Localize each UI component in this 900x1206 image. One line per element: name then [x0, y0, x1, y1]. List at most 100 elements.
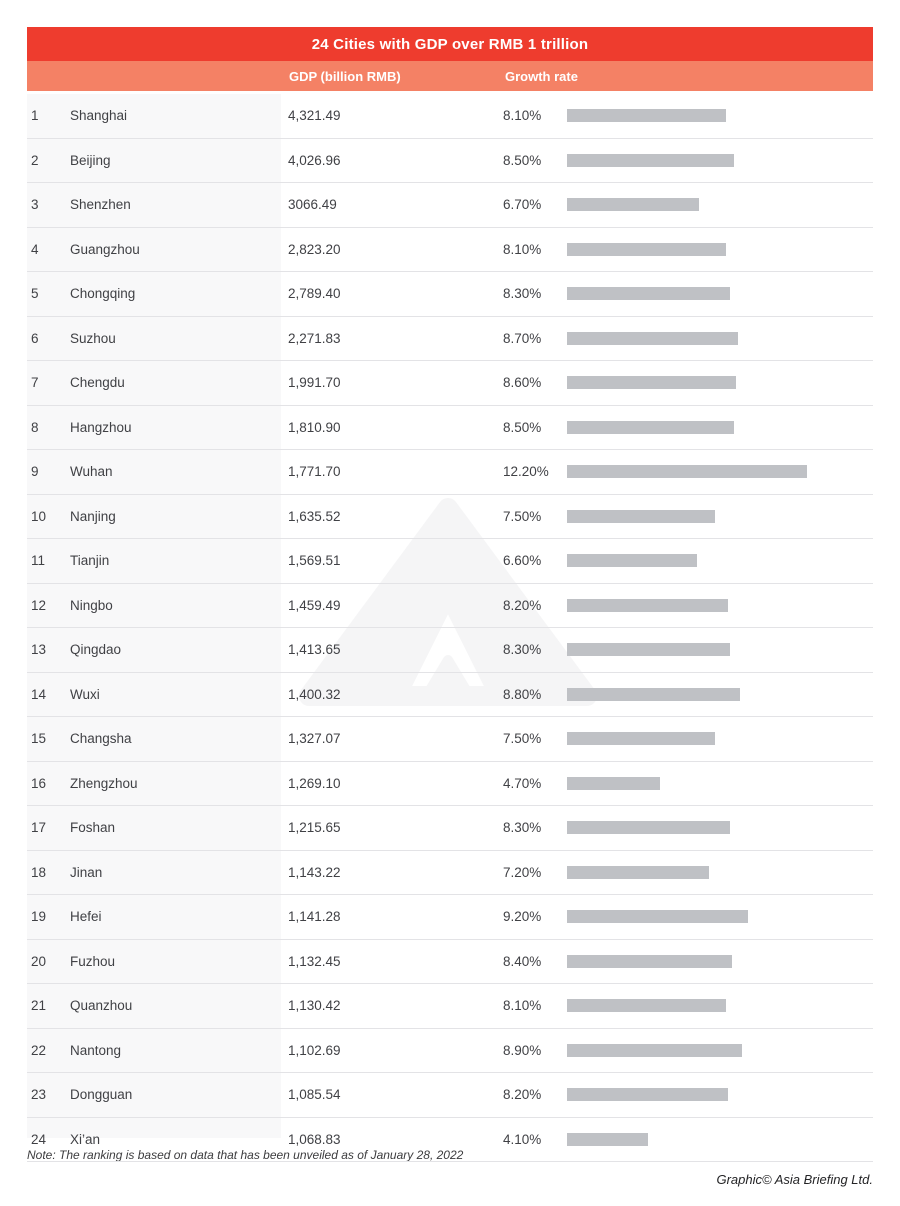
rank-label: 23 [31, 1087, 47, 1103]
growth-bar [567, 865, 709, 879]
growth-bar [567, 954, 733, 968]
city-label: Ningbo [70, 597, 113, 613]
growth-rate-value: 8.60% [503, 375, 542, 391]
city-label: Xi’an [70, 1131, 101, 1147]
gdp-value: 1,068.83 [288, 1131, 341, 1147]
table-row: 13 Qingdao 1,413.65 8.30% [27, 628, 873, 673]
gdp-value: 1,132.45 [288, 953, 341, 969]
table-row: 17 Foshan 1,215.65 8.30% [27, 806, 873, 851]
growth-rate-value: 4.10% [503, 1131, 542, 1147]
city-label: Hefei [70, 909, 102, 925]
growth-bar [567, 910, 748, 924]
table-row: 12 Ningbo 1,459.49 8.20% [27, 584, 873, 628]
gdp-value: 1,327.07 [288, 731, 341, 747]
growth-bar [567, 999, 727, 1013]
table-row: 7 Chengdu 1,991.70 8.60% [27, 361, 873, 406]
city-label: Nanjing [70, 508, 116, 524]
gdp-value: 1,810.90 [288, 419, 341, 435]
rank-label: 22 [31, 1042, 47, 1058]
city-label: Foshan [70, 820, 116, 836]
growth-rate-value: 8.30% [503, 286, 542, 302]
city-label: Shenzhen [70, 197, 131, 213]
growth-bar [567, 420, 735, 434]
gdp-value: 1,569.51 [288, 553, 341, 569]
gdp-value: 1,130.42 [288, 998, 341, 1014]
growth-rate-value: 8.10% [503, 998, 542, 1014]
city-column-background [27, 94, 281, 1138]
growth-rate-value: 8.50% [503, 152, 542, 168]
city-label: Changsha [70, 731, 132, 747]
city-label: Qingdao [70, 642, 122, 658]
rank-label: 14 [31, 686, 47, 702]
rank-label: 19 [31, 909, 47, 925]
growth-rate-value: 7.50% [503, 731, 542, 747]
table-row: 15 Changsha 1,327.07 7.50% [27, 717, 873, 762]
rank-label: 6 [31, 330, 39, 346]
table-row: 4 Guangzhou 2,823.20 8.10% [27, 228, 873, 272]
gdp-value: 4,026.96 [288, 152, 341, 168]
table-row: 8 Hangzhou 1,810.90 8.50% [27, 406, 873, 450]
growth-bar [567, 287, 731, 301]
growth-rate-value: 8.70% [503, 330, 542, 346]
footnote: Note: The ranking is based on data that … [27, 1148, 464, 1162]
table-row: 16 Zhengzhou 1,269.10 4.70% [27, 762, 873, 806]
growth-bar [567, 821, 731, 835]
gdp-value: 1,085.54 [288, 1087, 341, 1103]
gdp-value: 1,413.65 [288, 642, 341, 658]
table-row: 22 Nantong 1,102.69 8.90% [27, 1029, 873, 1073]
city-label: Guangzhou [70, 241, 140, 257]
rank-label: 15 [31, 731, 47, 747]
rank-label: 1 [31, 108, 39, 124]
column-header-bar: GDP (billion RMB) Growth rate [27, 61, 873, 91]
city-label: Fuzhou [70, 953, 116, 969]
growth-rate-value: 9.20% [503, 909, 542, 925]
table-row: 5 Chongqing 2,789.40 8.30% [27, 272, 873, 317]
gdp-value: 1,269.10 [288, 775, 341, 791]
city-label: Shanghai [70, 108, 128, 124]
growth-rate-value: 7.50% [503, 508, 542, 524]
city-label: Zhengzhou [70, 775, 138, 791]
growth-bar [567, 687, 741, 701]
rank-label: 4 [31, 241, 39, 257]
gdp-value: 2,789.40 [288, 286, 341, 302]
growth-bar [567, 554, 697, 568]
growth-bar [567, 1043, 743, 1057]
growth-bar [567, 198, 699, 212]
rank-label: 8 [31, 419, 39, 435]
growth-bar [567, 1088, 729, 1102]
growth-rate-value: 8.50% [503, 419, 542, 435]
rank-label: 18 [31, 864, 47, 880]
city-label: Dongguan [70, 1087, 133, 1103]
table-row: 14 Wuxi 1,400.32 8.80% [27, 673, 873, 717]
city-label: Chongqing [70, 286, 136, 302]
growth-bar [567, 465, 807, 479]
table-body: 1 Shanghai 4,321.49 8.10% 2 Beijing 4,02… [27, 94, 873, 1162]
rank-label: 17 [31, 820, 47, 836]
gdp-value: 1,143.22 [288, 864, 341, 880]
table-row: 19 Hefei 1,141.28 9.20% [27, 895, 873, 940]
growth-bar [567, 598, 729, 612]
growth-rate-value: 8.20% [503, 597, 542, 613]
table-row: 2 Beijing 4,026.96 8.50% [27, 139, 873, 183]
rank-label: 24 [31, 1131, 47, 1147]
rank-label: 20 [31, 953, 47, 969]
title-bar: 24 Cities with GDP over RMB 1 trillion [27, 27, 873, 61]
gdp-value: 1,141.28 [288, 909, 341, 925]
city-label: Wuhan [70, 464, 113, 480]
city-label: Wuxi [70, 686, 100, 702]
growth-rate-value: 8.30% [503, 820, 542, 836]
city-label: Tianjin [70, 553, 110, 569]
table-row: 23 Dongguan 1,085.54 8.20% [27, 1073, 873, 1118]
city-label: Nantong [70, 1042, 122, 1058]
graphic-credit: Graphic© Asia Briefing Ltd. [716, 1172, 873, 1187]
rank-label: 13 [31, 642, 47, 658]
rank-label: 12 [31, 597, 47, 613]
city-label: Suzhou [70, 330, 116, 346]
gdp-value: 4,321.49 [288, 108, 341, 124]
growth-bar [567, 109, 727, 123]
gdp-value: 3066.49 [288, 197, 337, 213]
table-row: 21 Quanzhou 1,130.42 8.10% [27, 984, 873, 1029]
growth-rate-value: 8.10% [503, 241, 542, 257]
rank-label: 11 [31, 553, 46, 569]
city-label: Jinan [70, 864, 103, 880]
